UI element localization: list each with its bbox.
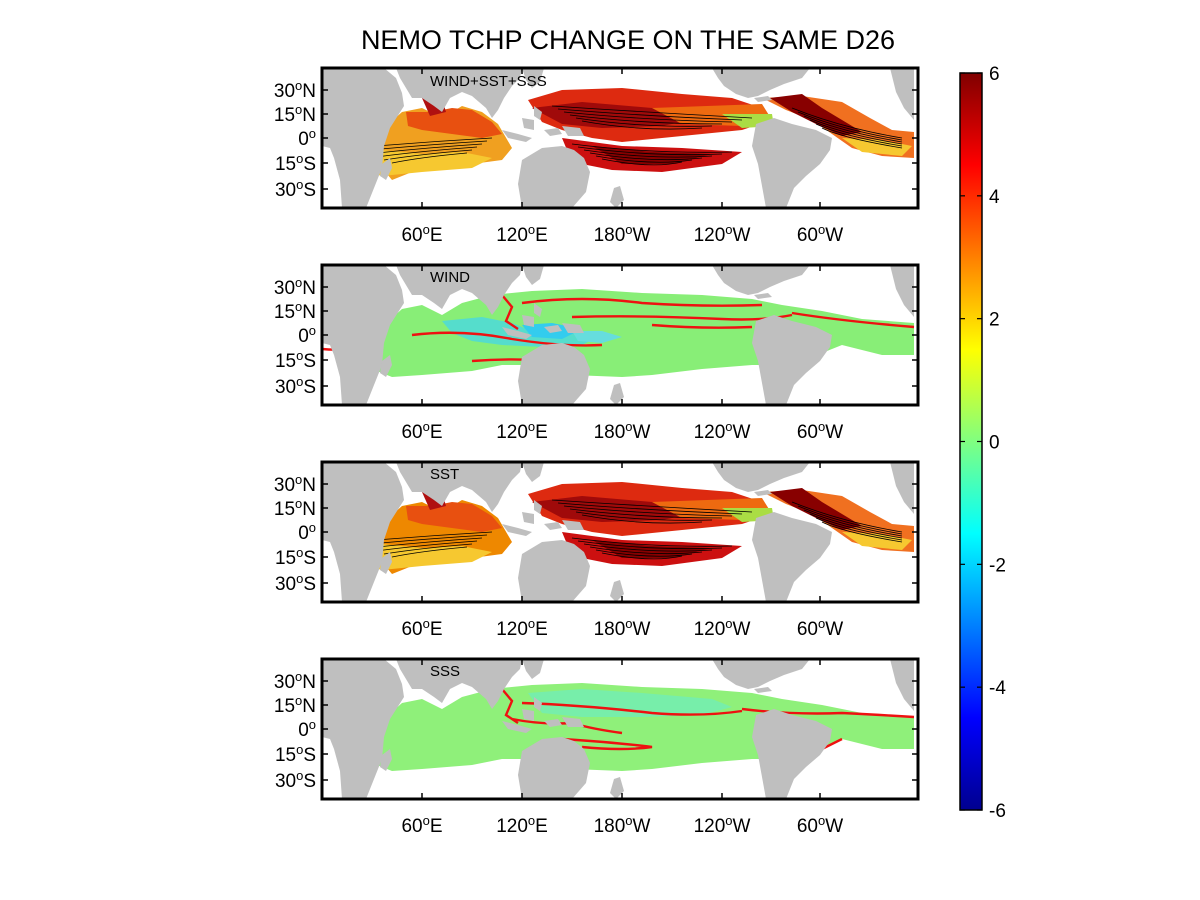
lat-tick-label: 15oS xyxy=(275,151,316,175)
lon-tick-label: 120oW xyxy=(694,813,751,837)
lat-tick-label: 30oS xyxy=(275,177,316,201)
lon-tick-label: 120oE xyxy=(496,419,548,443)
colorbar-tick-label: 2 xyxy=(989,310,1000,331)
map-field xyxy=(322,265,915,405)
panel-label: WIND+SST+SSS xyxy=(430,73,547,90)
colorbar-tick-label: -6 xyxy=(989,801,1006,822)
lat-tick-label: 15oN xyxy=(274,496,316,520)
lat-tick-label: 30oN xyxy=(274,669,316,693)
lat-tick-label: 15oS xyxy=(275,545,316,569)
colorbar-tick-label: 6 xyxy=(989,64,1000,85)
lat-tick-label: 0o xyxy=(298,126,316,150)
lat-tick-label: 30oS xyxy=(275,768,316,792)
lon-tick-label: 60oW xyxy=(797,222,843,246)
lat-tick-label: 0o xyxy=(298,717,316,741)
lon-tick-label: 60oW xyxy=(797,616,843,640)
lat-tick-label: 15oS xyxy=(275,742,316,766)
map-field xyxy=(322,68,914,208)
lon-tick-label: 60oW xyxy=(797,813,843,837)
lat-tick-label: 15oN xyxy=(274,693,316,717)
lat-tick-label: 15oN xyxy=(274,102,316,126)
lon-tick-label: 180oW xyxy=(594,813,651,837)
lon-tick-label: 180oW xyxy=(594,222,651,246)
lat-tick-label: 30oN xyxy=(274,275,316,299)
panel-label: SST xyxy=(430,466,459,483)
lon-tick-label: 60oE xyxy=(401,222,442,246)
colorbar-tick-label: -4 xyxy=(989,678,1006,699)
lat-tick-label: 15oS xyxy=(275,348,316,372)
lat-tick-label: 30oS xyxy=(275,571,316,595)
colorbar-tick-label: 0 xyxy=(989,433,1000,454)
lon-tick-label: 120oW xyxy=(694,419,751,443)
colorbar-tick-label: 4 xyxy=(989,187,1000,208)
lon-tick-label: 60oE xyxy=(401,813,442,837)
lon-tick-label: 120oW xyxy=(694,222,751,246)
colorbar: 6 4 2 0 -2 -4 -6 xyxy=(959,64,1006,822)
lon-tick-label: 120oE xyxy=(496,616,548,640)
colorbar-ticks: 6 4 2 0 -2 -4 -6 xyxy=(960,64,1006,822)
lon-tick-label: 60oE xyxy=(401,419,442,443)
lat-tick-label: 0o xyxy=(298,520,316,544)
lon-tick-label: 60oE xyxy=(401,616,442,640)
lon-tick-label: 120oE xyxy=(496,813,548,837)
lat-tick-label: 30oN xyxy=(274,472,316,496)
panel-label: SSS xyxy=(430,663,460,680)
colorbar-gradient xyxy=(960,73,982,810)
lat-tick-label: 30oN xyxy=(274,78,316,102)
lon-tick-label: 120oW xyxy=(694,616,751,640)
panel-label: WIND xyxy=(430,269,470,286)
lon-tick-label: 180oW xyxy=(594,419,651,443)
lat-tick-label: 30oS xyxy=(275,374,316,398)
lon-tick-label: 120oE xyxy=(496,222,548,246)
map-field xyxy=(322,659,915,799)
map-field xyxy=(322,462,914,602)
lon-tick-label: 180oW xyxy=(594,616,651,640)
lat-tick-label: 0o xyxy=(298,323,316,347)
lat-tick-label: 15oN xyxy=(274,299,316,323)
lon-tick-label: 60oW xyxy=(797,419,843,443)
colorbar-tick-label: -2 xyxy=(989,555,1006,576)
figure-title: NEMO TCHP CHANGE ON THE SAME D26 xyxy=(361,25,895,55)
